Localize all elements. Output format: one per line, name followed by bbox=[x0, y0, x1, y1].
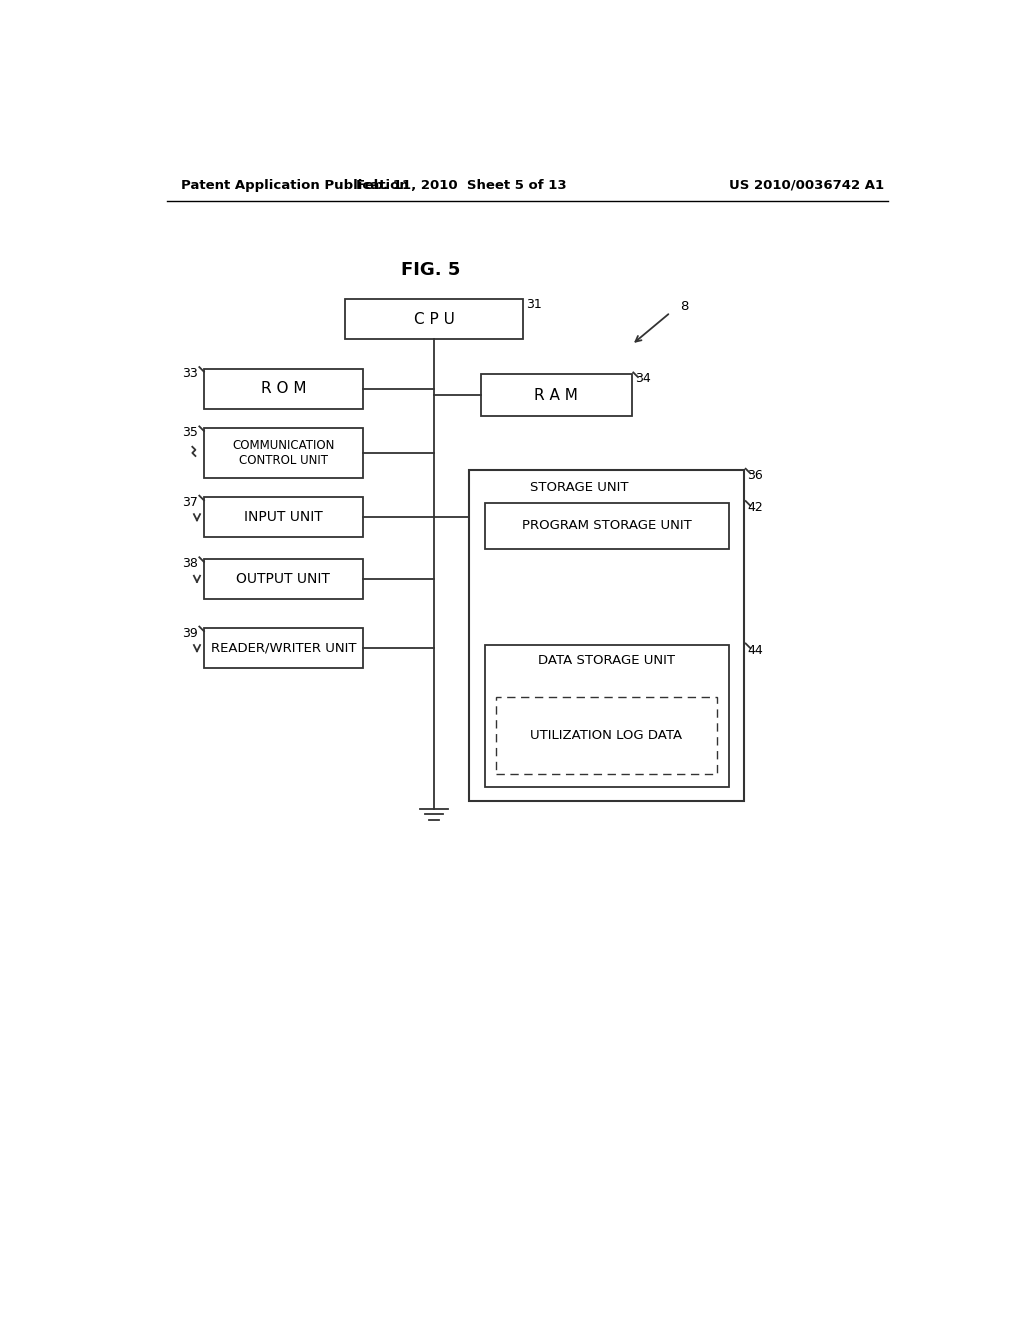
Bar bbox=[204, 498, 362, 537]
Text: 35: 35 bbox=[182, 426, 198, 440]
Text: COMMUNICATION
CONTROL UNIT: COMMUNICATION CONTROL UNIT bbox=[232, 440, 335, 467]
Text: US 2010/0036742 A1: US 2010/0036742 A1 bbox=[728, 178, 884, 191]
Text: UTILIZATION LOG DATA: UTILIZATION LOG DATA bbox=[530, 729, 683, 742]
Text: OUTPUT UNIT: OUTPUT UNIT bbox=[237, 572, 331, 586]
Text: C P U: C P U bbox=[414, 312, 455, 327]
Bar bbox=[484, 503, 729, 549]
Text: PROGRAM STORAGE UNIT: PROGRAM STORAGE UNIT bbox=[521, 519, 691, 532]
Bar bbox=[204, 428, 362, 478]
Bar bbox=[204, 558, 362, 599]
Text: Feb. 11, 2010  Sheet 5 of 13: Feb. 11, 2010 Sheet 5 of 13 bbox=[356, 178, 566, 191]
Bar bbox=[345, 300, 523, 339]
Text: STORAGE UNIT: STORAGE UNIT bbox=[529, 480, 629, 494]
Bar bbox=[484, 645, 729, 788]
Text: FIG. 5: FIG. 5 bbox=[400, 261, 460, 279]
Text: 34: 34 bbox=[635, 372, 650, 385]
Text: Patent Application Publication: Patent Application Publication bbox=[180, 178, 409, 191]
Bar bbox=[204, 628, 362, 668]
Text: 33: 33 bbox=[182, 367, 198, 380]
Text: 31: 31 bbox=[526, 298, 542, 310]
Bar bbox=[469, 470, 744, 801]
Text: 36: 36 bbox=[748, 469, 763, 482]
Bar bbox=[496, 697, 717, 774]
Text: 37: 37 bbox=[182, 496, 198, 508]
Text: 44: 44 bbox=[748, 644, 763, 656]
Text: 8: 8 bbox=[680, 300, 688, 313]
Bar bbox=[204, 368, 362, 409]
Text: R O M: R O M bbox=[261, 381, 306, 396]
Text: 38: 38 bbox=[182, 557, 198, 570]
Text: R A M: R A M bbox=[535, 388, 579, 403]
Text: DATA STORAGE UNIT: DATA STORAGE UNIT bbox=[538, 653, 675, 667]
Text: 39: 39 bbox=[182, 627, 198, 640]
Text: 42: 42 bbox=[748, 502, 763, 513]
Bar bbox=[480, 374, 632, 416]
Text: READER/WRITER UNIT: READER/WRITER UNIT bbox=[211, 642, 356, 655]
Text: INPUT UNIT: INPUT UNIT bbox=[244, 511, 323, 524]
